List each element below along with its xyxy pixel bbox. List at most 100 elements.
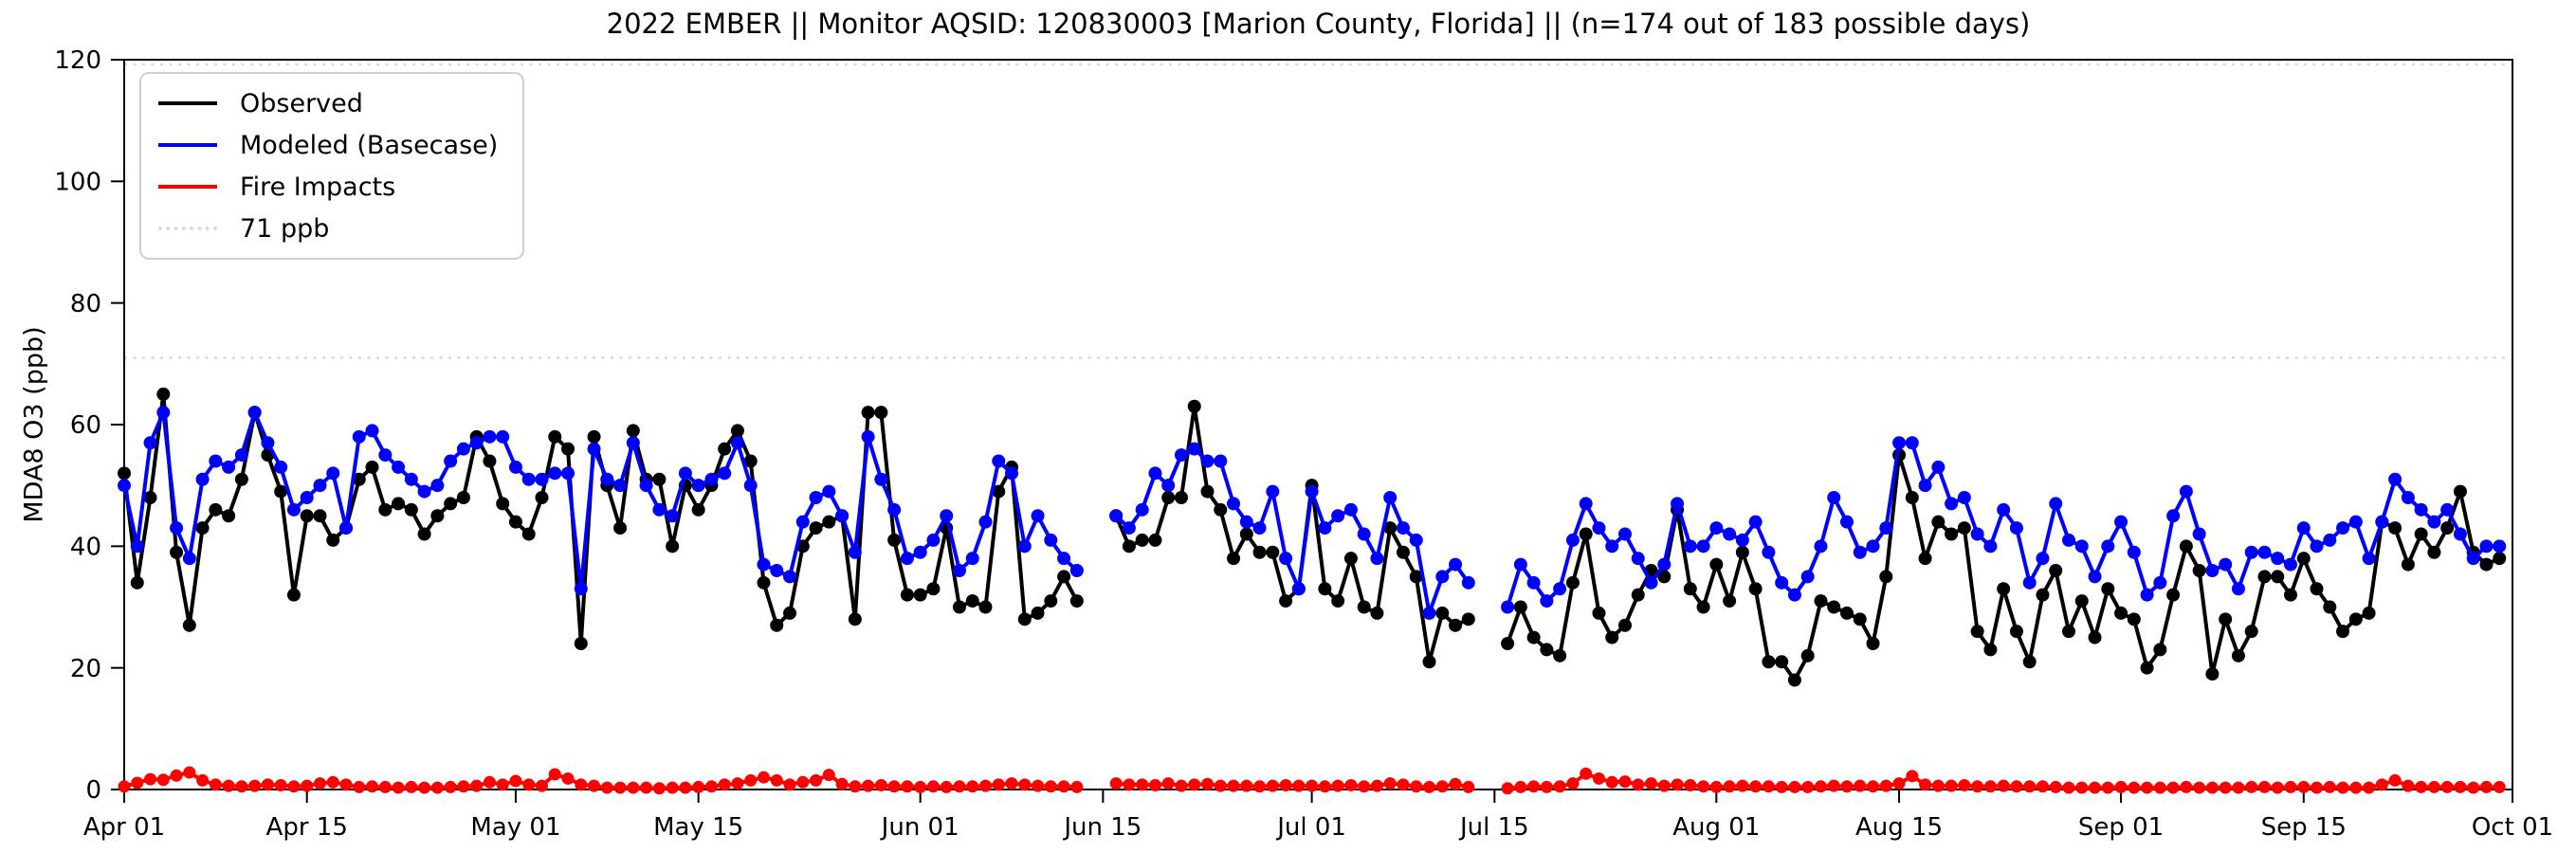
data-point-fire-impacts (1462, 780, 1475, 793)
data-point-observed (2296, 552, 2311, 566)
data-point-observed (2101, 582, 2115, 596)
data-point-fire-impacts (483, 775, 496, 789)
data-point-modeled-basecase (678, 466, 692, 481)
data-point-fire-impacts (1788, 780, 1801, 793)
data-point-modeled-basecase (1291, 582, 1306, 596)
data-point-fire-impacts (2219, 781, 2232, 794)
data-point-fire-impacts (992, 778, 1005, 791)
data-point-modeled-basecase (1671, 497, 1685, 511)
data-point-fire-impacts (1553, 780, 1566, 793)
data-point-modeled-basecase (835, 509, 850, 523)
data-point-fire-impacts (1540, 780, 1553, 793)
data-point-observed (2257, 570, 2272, 584)
data-point-observed (1553, 648, 1567, 662)
data-point-modeled-basecase (1005, 466, 1019, 481)
data-point-observed (652, 472, 667, 486)
data-point-modeled-basecase (2140, 588, 2154, 602)
data-point-modeled-basecase (2271, 552, 2285, 566)
data-point-fire-impacts (2036, 780, 2049, 793)
data-point-modeled-basecase (1970, 527, 1984, 541)
data-point-modeled-basecase (1827, 491, 1841, 504)
data-point-observed (1787, 673, 1801, 687)
data-point-observed (1214, 502, 1228, 517)
data-point-fire-impacts (2311, 781, 2324, 794)
data-point-fire-impacts (1423, 780, 1436, 793)
data-point-modeled-basecase (1723, 527, 1737, 541)
series-observed (118, 387, 2507, 687)
data-point-fire-impacts (1867, 780, 1880, 793)
data-point-modeled-basecase (1540, 594, 1554, 608)
x-tick-label: May 01 (470, 813, 560, 842)
data-point-observed (1435, 606, 1450, 620)
data-point-modeled-basecase (1526, 575, 1541, 590)
data-point-fire-impacts (183, 766, 196, 779)
data-point-modeled-basecase (1449, 557, 1463, 572)
data-point-modeled-basecase (940, 509, 954, 523)
data-point-fire-impacts (2375, 778, 2388, 791)
data-point-fire-impacts (874, 779, 887, 792)
data-point-observed (926, 582, 941, 596)
x-tick-label: Oct 01 (2472, 813, 2553, 842)
data-point-fire-impacts (2153, 781, 2166, 794)
data-point-modeled-basecase (1122, 521, 1136, 535)
data-point-modeled-basecase (2074, 539, 2089, 554)
data-point-modeled-basecase (1148, 466, 1162, 481)
data-point-fire-impacts (1188, 778, 1201, 791)
data-point-modeled-basecase (2401, 491, 2415, 504)
data-point-fire-impacts (1736, 779, 1749, 792)
data-point-modeled-basecase (483, 429, 497, 444)
data-point-observed (2414, 527, 2428, 541)
data-point-fire-impacts (1749, 780, 1763, 793)
data-point-modeled-basecase (1879, 521, 1893, 535)
data-point-observed (1775, 655, 1789, 669)
data-point-fire-impacts (2180, 780, 2193, 793)
data-point-observed (2348, 612, 2363, 626)
data-point-modeled-basecase (234, 448, 248, 463)
data-point-fire-impacts (1566, 777, 1580, 790)
data-point-observed (1266, 545, 1280, 559)
data-point-fire-impacts (796, 775, 810, 789)
data-point-fire-impacts (156, 773, 170, 787)
data-point-fire-impacts (118, 780, 131, 793)
data-point-modeled-basecase (704, 472, 719, 486)
data-point-modeled-basecase (2231, 582, 2245, 596)
data-point-fire-impacts (1306, 779, 1319, 792)
data-point-fire-impacts (666, 781, 679, 794)
data-point-modeled-basecase (2166, 509, 2181, 523)
data-point-observed (2192, 564, 2206, 577)
data-point-modeled-basecase (2009, 521, 2023, 535)
data-point-observed (1657, 570, 1672, 584)
data-point-observed (1814, 594, 1828, 608)
legend-item-71ppb: 71 ppb (158, 210, 498, 246)
data-point-fire-impacts (2467, 781, 2480, 794)
data-point-observed (2336, 625, 2350, 639)
data-point-modeled-basecase (1866, 539, 1880, 554)
y-axis-label: MDA8 O3 (ppb) (19, 326, 49, 523)
data-point-observed (234, 472, 248, 486)
data-point-modeled-basecase (926, 533, 941, 547)
data-point-fire-impacts (2114, 780, 2128, 793)
data-point-modeled-basecase (1109, 509, 1124, 523)
data-point-fire-impacts (1344, 779, 1358, 792)
data-point-observed (209, 502, 223, 517)
data-point-modeled-basecase (417, 484, 431, 499)
data-point-fire-impacts (2101, 781, 2114, 794)
data-point-fire-impacts (2049, 780, 2062, 793)
data-point-fire-impacts (131, 776, 144, 789)
modeled-line-swatch (158, 143, 217, 147)
data-point-modeled-basecase (952, 564, 966, 577)
data-point-observed (2479, 557, 2494, 572)
data-point-fire-impacts (744, 773, 758, 787)
data-point-fire-impacts (1827, 779, 1840, 792)
data-point-fire-impacts (1032, 779, 1045, 792)
data-point-observed (861, 406, 875, 420)
data-point-observed (1148, 533, 1162, 547)
data-point-modeled-basecase (1383, 491, 1398, 504)
data-point-fire-impacts (261, 778, 274, 791)
x-tick-label: Aug 15 (1855, 813, 1943, 842)
data-point-observed (1044, 594, 1058, 608)
data-point-fire-impacts (783, 778, 796, 791)
data-point-modeled-basecase (1644, 575, 1658, 590)
data-point-fire-impacts (287, 780, 301, 793)
y-tick-label: 100 (54, 168, 101, 196)
